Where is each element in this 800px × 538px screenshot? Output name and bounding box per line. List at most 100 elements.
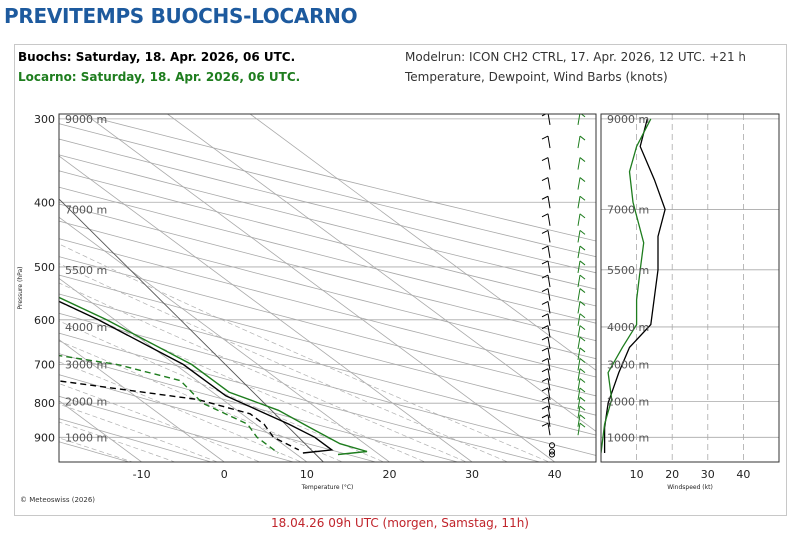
wind-barb: [541, 245, 549, 250]
wind-barb: [577, 275, 581, 288]
moist-adiabat-line: [59, 243, 550, 462]
wind-barb: [579, 157, 586, 162]
copyright: © Meteoswiss (2026): [20, 496, 96, 504]
wind-barb: [577, 196, 581, 209]
wind-barb: [579, 195, 586, 201]
wind-barb: [547, 245, 551, 259]
wind-barb: [541, 301, 549, 305]
altitude-label: 5500 m: [65, 264, 107, 277]
wind-barb: [579, 313, 586, 319]
wind-barb: [579, 245, 586, 251]
wind-barb: [579, 230, 586, 235]
wind-barb: [547, 336, 551, 350]
dry-adiabat-line: [59, 353, 458, 462]
altitude-label: 4000 m: [65, 321, 107, 334]
wind-x-axis-label: Windspeed (kt): [667, 484, 713, 491]
wind-barb: [577, 387, 581, 401]
dry-adiabat-line: [59, 203, 596, 342]
wind-altitude-label: 5500 m: [607, 264, 649, 277]
wind-barb: [577, 347, 581, 361]
wind-barb: [577, 406, 581, 419]
pressure-tick-label: 600: [34, 314, 55, 327]
moist-adiabat-line: [59, 320, 385, 462]
wind-barb: [547, 397, 551, 410]
wind-barb: [577, 336, 581, 350]
temperature-tick-label: -10: [133, 468, 151, 481]
station2-header: Locarno: Saturday, 18. Apr. 2026, 06 UTC…: [18, 70, 301, 84]
isotherm-line: [59, 216, 390, 462]
windspeed-tick-label: 20: [665, 468, 679, 481]
page-title: PREVITEMPS BUOCHS-LOCARNO: [4, 4, 358, 28]
wind-barb: [579, 135, 586, 141]
wind-barb: [579, 347, 586, 353]
wind-barb: [579, 325, 586, 331]
wind-barb: [577, 245, 581, 259]
moist-adiabat-line: [59, 263, 509, 462]
wind-barb: [541, 177, 549, 181]
wind-barb: [547, 157, 551, 170]
wind-barb: [577, 260, 581, 274]
temperature-tick-label: 10: [300, 468, 314, 481]
wind-barb: [579, 288, 586, 293]
wind-barb: [579, 405, 586, 411]
temperature-tick-label: 30: [465, 468, 479, 481]
wind-barb: [541, 288, 549, 293]
wind-barb: [577, 135, 581, 149]
dry-adiabat-line: [59, 395, 294, 462]
wind-barb: [541, 405, 549, 410]
wind-barb: [577, 423, 581, 436]
dry-adiabat-line: [98, 118, 596, 242]
wind-barb: [541, 195, 549, 200]
wind-barb: [547, 114, 551, 125]
wind-barb: [579, 358, 586, 363]
wind-barb: [541, 313, 549, 318]
wind-altitude-label: 3000 m: [607, 358, 649, 371]
calm-wind-marker: [549, 442, 555, 449]
wind-barb: [541, 336, 549, 341]
dry-adiabat-line: [59, 312, 596, 456]
altitude-label: 1000 m: [65, 431, 107, 444]
wind-barb: [547, 288, 551, 301]
buochs-windspeed-line: [603, 118, 666, 453]
pressure-tick-label: 300: [34, 113, 55, 126]
wind-barb: [577, 358, 581, 371]
wind-barb: [577, 177, 581, 190]
wind-barb: [541, 274, 549, 279]
wind-barb: [547, 414, 551, 427]
wind-barb: [541, 387, 549, 392]
wind-barb: [541, 347, 549, 352]
dry-adiabat-line: [59, 138, 596, 274]
dry-adiabat-line: [59, 220, 596, 360]
wind-barb: [541, 229, 549, 234]
dry-adiabat-line: [59, 293, 596, 436]
moist-adiabat-line: [59, 301, 426, 462]
dry-adiabat-line: [59, 170, 596, 307]
wind-barb: [579, 387, 586, 393]
wind-barb: [577, 378, 581, 391]
windspeed-tick-label: 30: [701, 468, 715, 481]
station1-header: Buochs: Saturday, 18. Apr. 2026, 06 UTC.: [18, 50, 296, 64]
wind-border: [600, 113, 780, 463]
wind-altitude-label: 7000 m: [607, 203, 649, 216]
wind-barb: [547, 358, 551, 371]
wind-panel: [601, 114, 779, 462]
dry-adiabat-line: [59, 374, 376, 462]
wind-barb: [547, 213, 551, 226]
wind-barb: [579, 378, 586, 383]
pressure-tick-label: 900: [34, 431, 55, 444]
wind-barb: [541, 414, 549, 419]
wind-barb: [577, 313, 581, 326]
wind-altitude-label: 1000 m: [607, 431, 649, 444]
dry-adiabat-line: [59, 154, 596, 290]
wind-barb: [547, 260, 551, 274]
wind-barb: [541, 260, 549, 265]
dry-adiabat-line: [59, 418, 212, 462]
wind-barb: [541, 368, 549, 373]
valid-time-caption: 18.04.26 09h UTC (morgen, Samstag, 11h): [271, 516, 529, 530]
pressure-tick-label: 400: [34, 196, 55, 209]
moist-adiabat-line: [59, 340, 344, 462]
wind-barb: [541, 135, 549, 140]
isotherm-line: [59, 277, 308, 462]
wind-barb: [577, 414, 581, 427]
wind-altitude-label: 4000 m: [607, 321, 649, 334]
